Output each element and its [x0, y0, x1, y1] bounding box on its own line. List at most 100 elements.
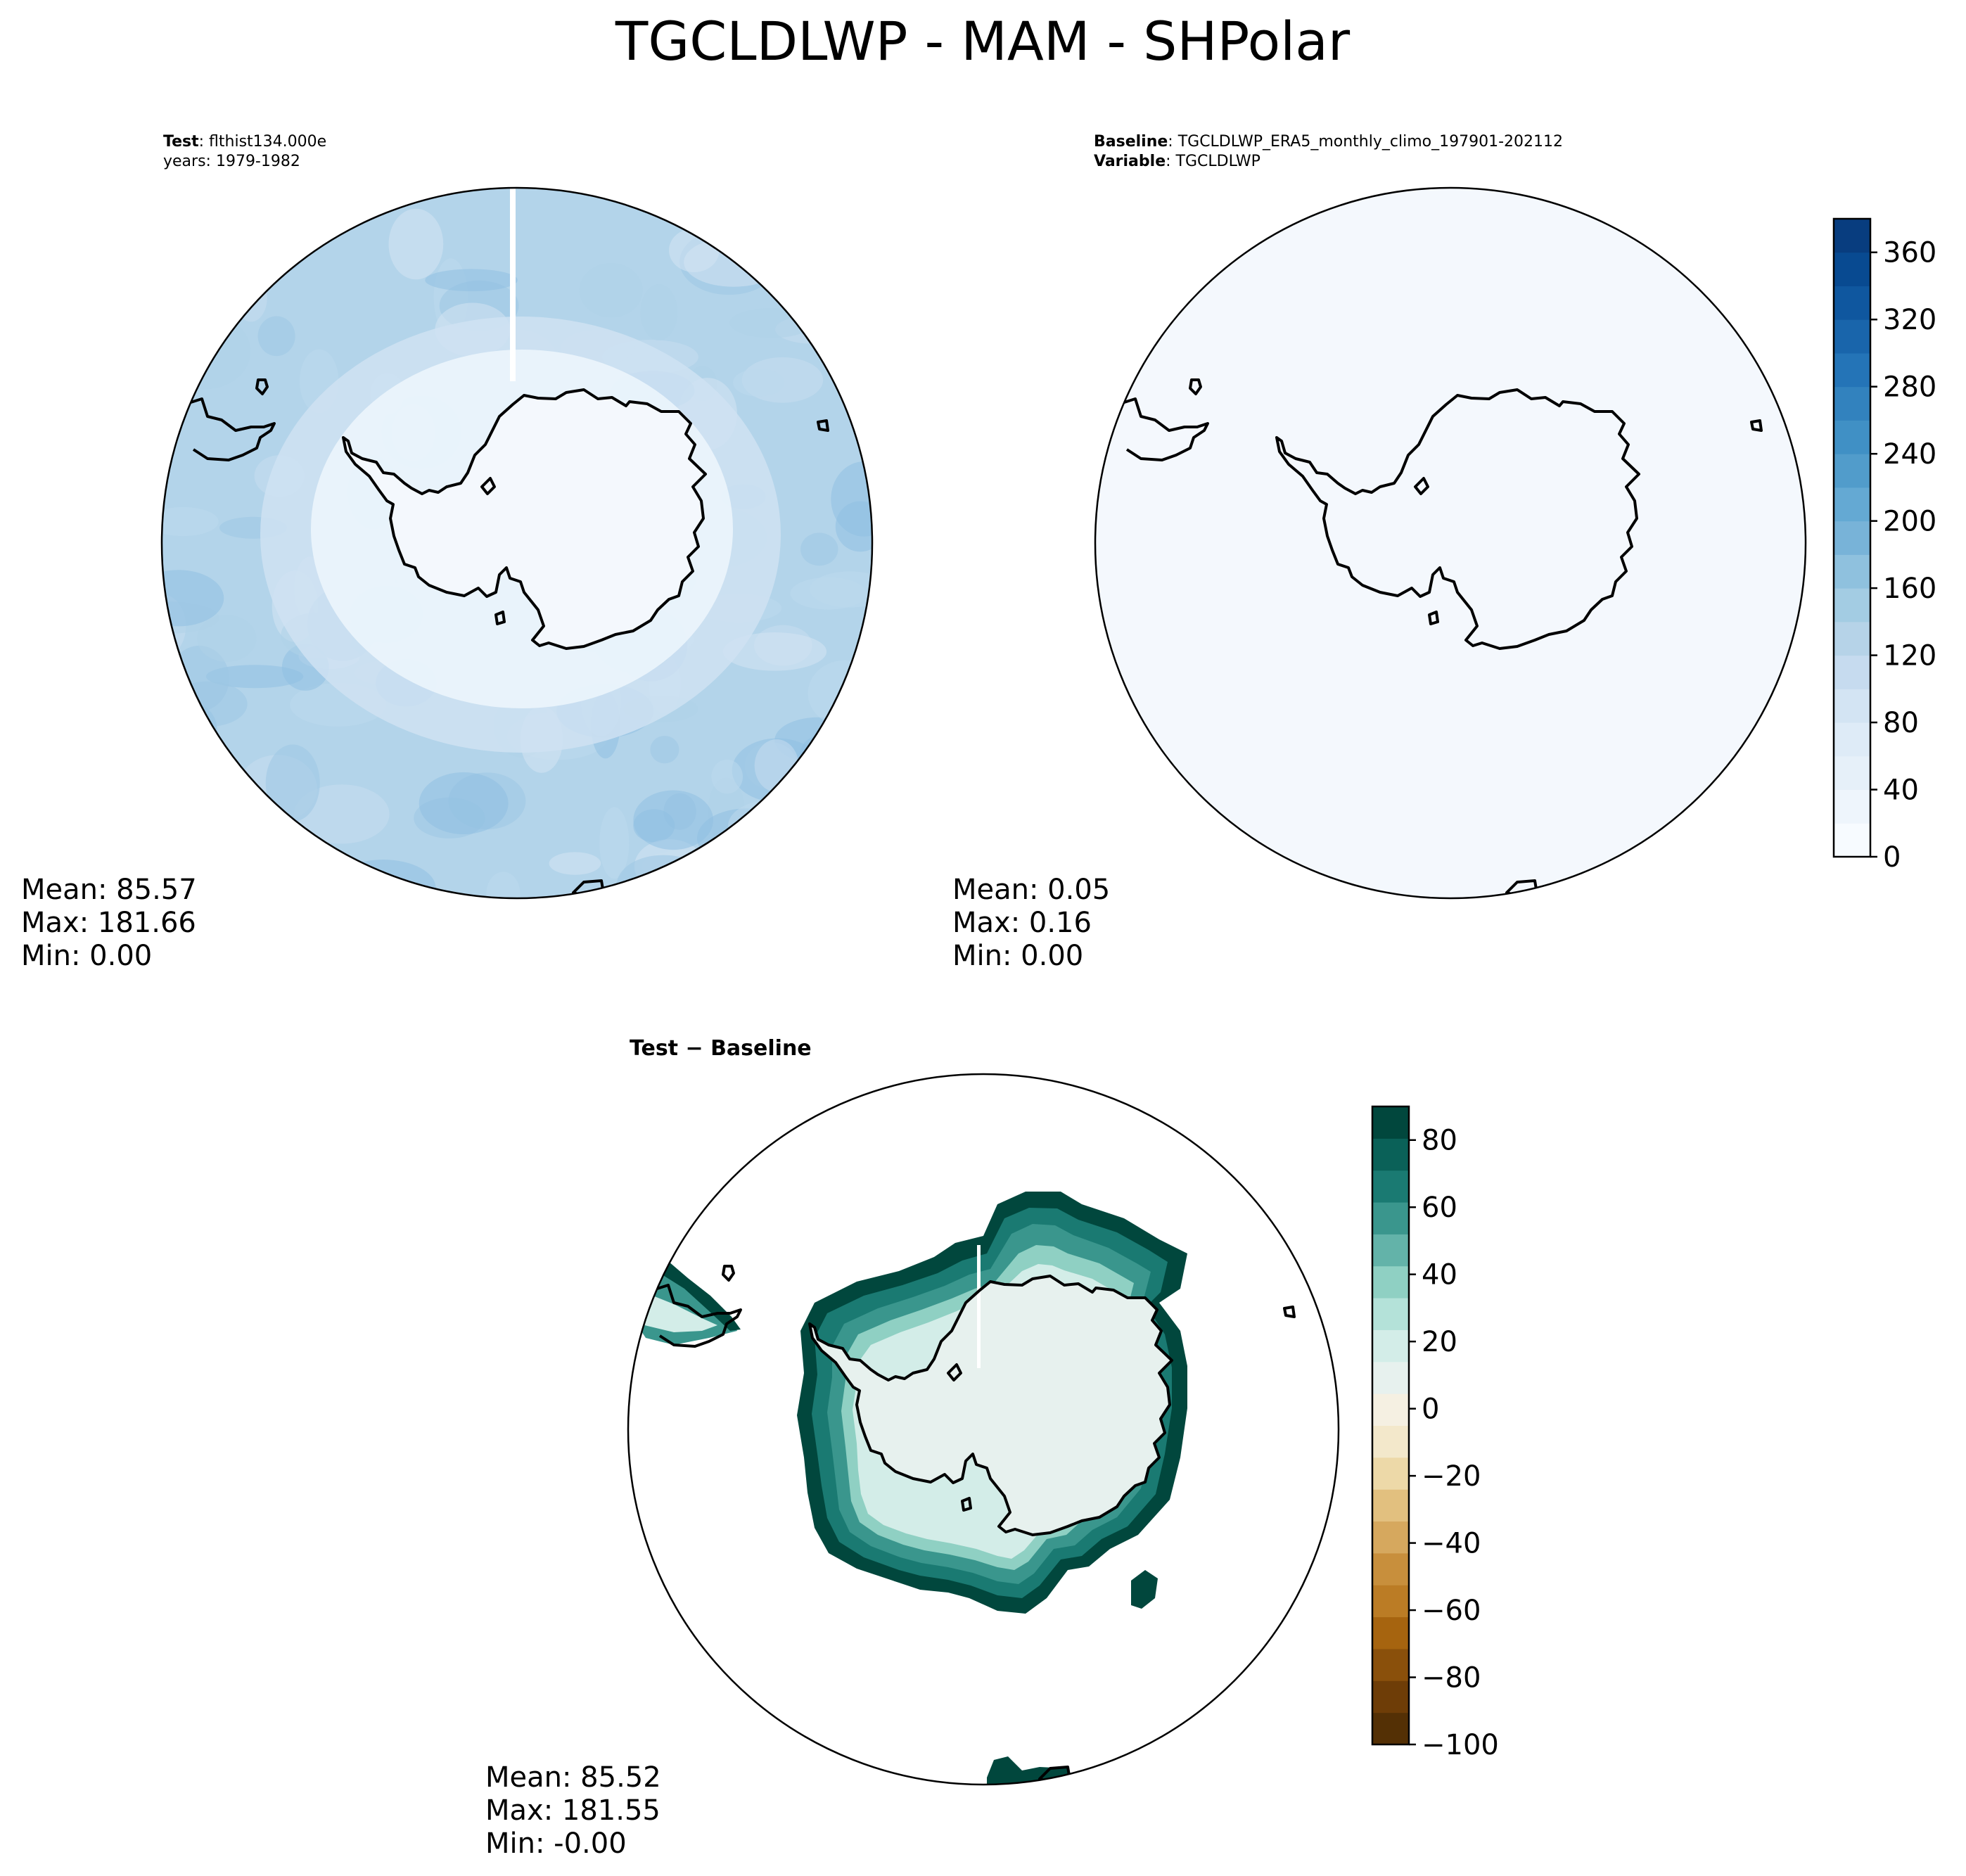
difference-title: Test − Baseline [630, 1036, 812, 1061]
baseline-stat-min: Min: 0.00 [952, 940, 1083, 972]
colorbar-absolute-color-step [1834, 655, 1870, 689]
test-field-patch [419, 772, 509, 835]
colorbar-absolute-tick-label: 280 [1883, 371, 1936, 404]
baseline-field [1095, 188, 1806, 898]
test-stat-min: Min: 0.00 [21, 940, 152, 972]
colorbar-difference-tick-label: −20 [1422, 1460, 1481, 1493]
difference-panel: Test − Baseline [485, 1036, 1340, 1860]
test-field-patch [197, 615, 257, 662]
colorbar-difference-color-step [1372, 1425, 1409, 1458]
colorbar-difference-tick-label: −80 [1422, 1662, 1481, 1695]
colorbar-difference-tick-label: −100 [1422, 1729, 1499, 1761]
colorbar-difference-color-step [1372, 1233, 1409, 1267]
test-seam-line [510, 188, 516, 381]
test-field-patch [162, 825, 187, 859]
colorbar-absolute-outline [1832, 217, 1872, 858]
test-field-patch [205, 665, 304, 689]
test-field-patch [616, 855, 710, 898]
colorbar-absolute-tick-label: 80 [1883, 707, 1919, 739]
test-field-patch [808, 660, 872, 727]
test-field-patch [257, 316, 295, 357]
colorbar-absolute-color-step [1834, 386, 1870, 421]
colorbar-difference-tick-label: 40 [1422, 1259, 1457, 1291]
colorbar-difference-color-step [1372, 1648, 1409, 1681]
colorbar-absolute-color-step [1834, 285, 1870, 320]
colorbar-absolute-color-step [1834, 252, 1870, 286]
test-field-patch [805, 730, 872, 784]
test-field-patch [767, 825, 832, 893]
test-field-patch [779, 787, 872, 824]
colorbar-difference-tick-label: 80 [1422, 1125, 1457, 1157]
test-field-patch [711, 759, 743, 794]
colorbar-difference-color-step [1372, 1616, 1409, 1650]
colorbar-difference-color-step [1372, 1584, 1409, 1618]
colorbar-absolute-color-step [1834, 554, 1870, 589]
test-stat-max: Max: 181.66 [21, 907, 196, 939]
colorbar-difference-tick-label: −60 [1422, 1595, 1481, 1627]
test-field-patch [732, 369, 785, 397]
colorbar-difference-color-step [1372, 1201, 1409, 1234]
difference-stat-min: Min: -0.00 [485, 1827, 627, 1860]
baseline-header: Baseline: TGCLDLWP_ERA5_monthly_climo_19… [1094, 133, 1563, 151]
colorbar-absolute-color-step [1834, 688, 1870, 723]
test-field-patch [729, 307, 814, 338]
colorbar-difference-tick-label: 0 [1422, 1393, 1439, 1426]
test-map-border [160, 186, 874, 900]
test-field-patch [234, 274, 267, 322]
test-field-patch [727, 800, 812, 853]
test-field-patch [599, 807, 630, 879]
colorbar-absolute-color-step [1834, 587, 1870, 623]
figure-title: TGCLDLWP - MAM - SHPolar [615, 10, 1351, 72]
test-field-patch [163, 767, 200, 803]
test-stat-mean: Mean: 85.57 [21, 874, 197, 906]
test-field-patch [486, 872, 521, 898]
colorbar-difference-color-step [1372, 1265, 1409, 1298]
test-field-patch [790, 577, 867, 610]
colorbar-absolute-color-step [1834, 822, 1870, 857]
colorbar-difference-color-step [1372, 1137, 1409, 1171]
test-years: years: 1979-1982 [163, 153, 300, 170]
colorbar-difference-color-step [1372, 1521, 1409, 1554]
colorbar-difference: −100 −80 −60 −40 −20 0 20 40 60 80 [1371, 1105, 1499, 1761]
colorbar-absolute-color-step [1834, 789, 1870, 824]
test-header: Test: flthist134.000e [163, 133, 326, 151]
difference-seam-line [977, 1245, 981, 1368]
test-field-patch [352, 881, 384, 898]
colorbar-absolute-tick-label: 0 [1883, 841, 1901, 874]
colorbar-absolute-tick-label: 120 [1883, 640, 1936, 672]
colorbar-difference-color-step [1372, 1457, 1409, 1490]
test-field-patch [162, 279, 229, 343]
test-field-patch [258, 214, 308, 272]
difference-stat-mean: Mean: 85.52 [485, 1761, 661, 1794]
colorbar-difference-color-step [1372, 1297, 1409, 1330]
colorbar-absolute-color-step [1834, 319, 1870, 354]
colorbar-absolute-color-step [1834, 487, 1870, 522]
colorbar-difference-outline [1371, 1105, 1410, 1746]
test-field-patch [796, 188, 836, 211]
colorbar-difference-color-step [1372, 1680, 1409, 1714]
colorbar-difference-color-step [1372, 1170, 1409, 1203]
baseline-map-border [1094, 186, 1807, 900]
colorbar-absolute-tick-label: 320 [1883, 304, 1936, 336]
colorbar-absolute-tick-label: 160 [1883, 573, 1936, 605]
colorbar-difference-color-step [1372, 1106, 1409, 1139]
colorbar-absolute-tick-label: 360 [1883, 237, 1936, 269]
test-field-patch [549, 852, 601, 875]
colorbar-absolute-color-step [1834, 521, 1870, 555]
test-field-patch [293, 784, 390, 844]
colorbar-difference-color-step [1372, 1329, 1409, 1363]
test-field-patch [425, 269, 518, 292]
baseline-panel: Baseline: TGCLDLWP_ERA5_monthly_climo_19… [952, 133, 1807, 972]
test-field-patch [633, 790, 714, 850]
colorbar-absolute-tick-label: 40 [1883, 774, 1919, 807]
colorbar-difference-color-step [1372, 1488, 1409, 1522]
baseline-map [1095, 188, 1806, 898]
test-field-patch [835, 501, 872, 552]
colorbar-absolute-color-step [1834, 419, 1870, 454]
colorbar-absolute: 0 40 80 120 160 200 240 280 320 360 [1832, 217, 1936, 874]
test-field-patch [640, 283, 678, 340]
colorbar-difference-color-step [1372, 1552, 1409, 1585]
test-field-patch [754, 739, 799, 793]
test-field-patch [162, 188, 195, 205]
